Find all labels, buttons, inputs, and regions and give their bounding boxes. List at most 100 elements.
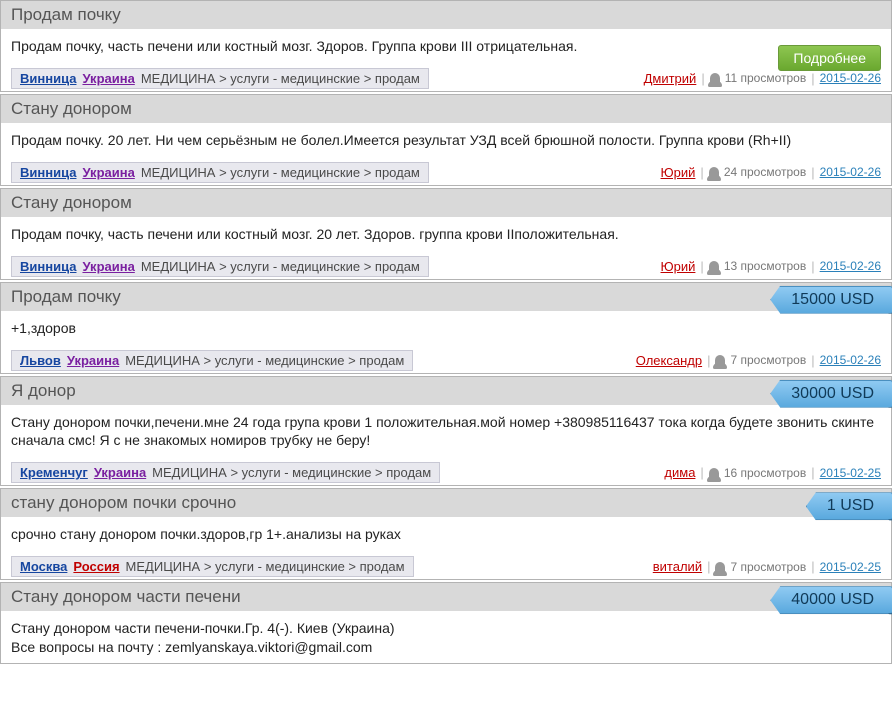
more-button[interactable]: Подробнее: [778, 45, 881, 71]
listing-description: Стану донором части печени-почки.Гр. 4(-…: [1, 611, 891, 663]
country-link[interactable]: Украина: [82, 71, 134, 86]
user-icon: [710, 73, 720, 83]
user-icon: [709, 167, 719, 177]
separator: |: [811, 353, 814, 368]
author-link[interactable]: Дмитрий: [644, 71, 697, 86]
city-link[interactable]: Москва: [20, 559, 67, 574]
views-text: 7 просмотров: [730, 560, 806, 574]
separator: |: [700, 165, 703, 180]
listing-title-bar: Стану донором: [1, 95, 891, 123]
author-link[interactable]: виталий: [653, 559, 702, 574]
date-link[interactable]: 2015-02-26: [820, 71, 881, 85]
author-link[interactable]: дима: [664, 465, 695, 480]
listing-description: +1,здоров: [1, 311, 891, 344]
listing-title-link[interactable]: Продам почку: [11, 287, 121, 307]
user-icon: [715, 562, 725, 572]
date-link[interactable]: 2015-02-25: [820, 560, 881, 574]
category-path[interactable]: МЕДИЦИНА > услуги - медицинские > продам: [126, 559, 405, 574]
listing-footer: Кременчуг Украина МЕДИЦИНА > услуги - меди…: [1, 462, 891, 485]
listing-card: Продам почку 15000 USD+1,здоров Львов Украи…: [0, 282, 892, 374]
breadcrumb: Винница Украина МЕДИЦИНА > услуги - медици…: [11, 162, 429, 183]
listing-footer: Винница Украина МЕДИЦИНА > услуги - медици…: [1, 162, 891, 185]
listing-title-bar: Стану донором: [1, 189, 891, 217]
listing-title-bar: стану донором почки срочно 1 USD: [1, 489, 891, 517]
price-tag: 15000 USD: [770, 286, 892, 314]
separator: |: [811, 259, 814, 274]
views-text: 24 просмотров: [724, 165, 806, 179]
listing-card: Я донор 30000 USDСтану донором почки,пече…: [0, 376, 892, 487]
separator: |: [811, 465, 814, 480]
city-link[interactable]: Винница: [20, 71, 76, 86]
listing-description: срочно стану донором почки.здоров,гр 1+.…: [1, 517, 891, 550]
breadcrumb: Москва Россия МЕДИЦИНА > услуги - медицинс…: [11, 556, 414, 577]
country-link[interactable]: Украина: [94, 465, 146, 480]
listing-title-bar: Я донор 30000 USD: [1, 377, 891, 405]
city-link[interactable]: Кременчуг: [20, 465, 88, 480]
listing-description: Продам почку, часть печени или костный м…: [1, 217, 891, 250]
listing-description: Продам почку, часть печени или костный м…: [1, 29, 891, 62]
views-count: 16 просмотров: [709, 466, 806, 480]
listing-title-link[interactable]: Стану донором части печени: [11, 587, 241, 607]
listing-card: Стану донором Продам почку. 20 лет. Ни че…: [0, 94, 892, 186]
author-link[interactable]: Юрий: [661, 259, 696, 274]
separator: |: [701, 71, 704, 86]
separator: |: [707, 559, 710, 574]
listing-title-bar: Продам почку 15000 USD: [1, 283, 891, 311]
listing-description: Стану донором почки,печени.мне 24 года г…: [1, 405, 891, 457]
separator: |: [707, 353, 710, 368]
listing-description: Продам почку. 20 лет. Ни чем серьёзным н…: [1, 123, 891, 156]
separator: |: [700, 465, 703, 480]
city-link[interactable]: Винница: [20, 259, 76, 274]
city-link[interactable]: Львов: [20, 353, 61, 368]
breadcrumb: Кременчуг Украина МЕДИЦИНА > услуги - меди…: [11, 462, 440, 483]
category-path[interactable]: МЕДИЦИНА > услуги - медицинские > продам: [125, 353, 404, 368]
listing-title-link[interactable]: Стану донором: [11, 99, 132, 119]
separator: |: [811, 165, 814, 180]
breadcrumb: Винница Украина МЕДИЦИНА > услуги - медици…: [11, 68, 429, 89]
listing-card: стану донором почки срочно 1 USDсрочно ст…: [0, 488, 892, 580]
category-path[interactable]: МЕДИЦИНА > услуги - медицинские > продам: [141, 259, 420, 274]
listing-card: Стану донором Продам почку, часть печени …: [0, 188, 892, 280]
category-path[interactable]: МЕДИЦИНА > услуги - медицинские > продам: [152, 465, 431, 480]
listing-footer: Москва Россия МЕДИЦИНА > услуги - медицинс…: [1, 556, 891, 579]
date-link[interactable]: 2015-02-26: [820, 353, 881, 367]
user-icon: [709, 468, 719, 478]
country-link[interactable]: Россия: [73, 559, 119, 574]
price-tag: 40000 USD: [770, 586, 892, 614]
city-link[interactable]: Винница: [20, 165, 76, 180]
listing-title-link[interactable]: Я донор: [11, 381, 76, 401]
listing-card: Продам почку Продам почку, часть печени и…: [0, 0, 892, 92]
listing-footer: Львов Украина МЕДИЦИНА > услуги - медицинс…: [1, 350, 891, 373]
country-link[interactable]: Украина: [67, 353, 119, 368]
listing-footer: Винница Украина МЕДИЦИНА > услуги - медици…: [1, 256, 891, 279]
date-link[interactable]: 2015-02-25: [820, 466, 881, 480]
views-text: 7 просмотров: [730, 353, 806, 367]
author-link[interactable]: Юрий: [661, 165, 696, 180]
views-count: 7 просмотров: [715, 353, 806, 367]
separator: |: [811, 71, 814, 86]
category-path[interactable]: МЕДИЦИНА > услуги - медицинские > продам: [141, 165, 420, 180]
views-count: 7 просмотров: [715, 560, 806, 574]
listing-card: Стану донором части печени 40000 USDСтану…: [0, 582, 892, 664]
listing-title-link[interactable]: Продам почку: [11, 5, 121, 25]
views-text: 11 просмотров: [725, 71, 807, 85]
country-link[interactable]: Украина: [82, 259, 134, 274]
country-link[interactable]: Украина: [82, 165, 134, 180]
listing-title-link[interactable]: стану донором почки срочно: [11, 493, 236, 513]
separator: |: [700, 259, 703, 274]
separator: |: [811, 559, 814, 574]
listing-title-bar: Продам почку: [1, 1, 891, 29]
price-tag: 30000 USD: [770, 380, 892, 408]
date-link[interactable]: 2015-02-26: [820, 165, 881, 179]
date-link[interactable]: 2015-02-26: [820, 259, 881, 273]
category-path[interactable]: МЕДИЦИНА > услуги - медицинские > продам: [141, 71, 420, 86]
author-link[interactable]: Олександр: [636, 353, 702, 368]
views-text: 16 просмотров: [724, 466, 806, 480]
views-count: 24 просмотров: [709, 165, 806, 179]
breadcrumb: Львов Украина МЕДИЦИНА > услуги - медицинс…: [11, 350, 413, 371]
views-count: 13 просмотров: [709, 259, 806, 273]
listing-title-link[interactable]: Стану донором: [11, 193, 132, 213]
listing-footer: Винница Украина МЕДИЦИНА > услуги - медици…: [1, 68, 891, 91]
price-tag: 1 USD: [806, 492, 892, 520]
user-icon: [709, 261, 719, 271]
